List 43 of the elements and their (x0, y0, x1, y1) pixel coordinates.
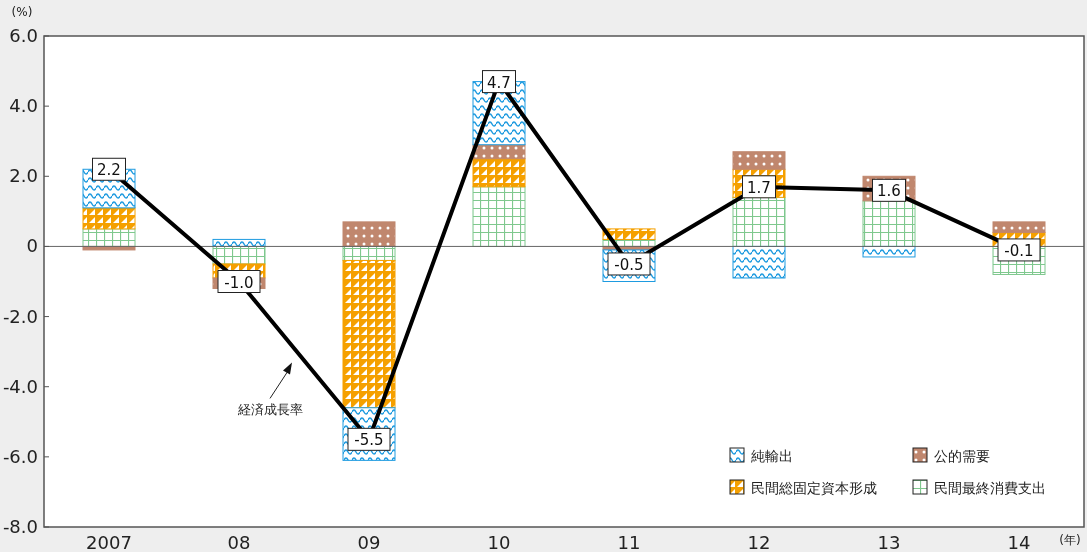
bar (472, 158, 526, 188)
legend-label: 公的需要 (934, 448, 990, 464)
bar (992, 221, 1046, 233)
y-tick-label: 2.0 (9, 165, 38, 187)
bar (82, 207, 136, 230)
x-tick-label: 12 (747, 532, 771, 552)
x-tick-label: 10 (487, 532, 511, 552)
bar (342, 259, 396, 409)
y-tick-label: -8.0 (2, 516, 38, 537)
x-tick-label: 13 (877, 532, 901, 552)
y-tick-label: 0 (26, 235, 38, 257)
y-tick-label: 4.0 (9, 95, 38, 117)
legend-label: 民間総固定資本形成 (751, 480, 877, 496)
x-tick-label: 08 (227, 532, 251, 552)
x-tick-label: 14 (1007, 532, 1031, 552)
legend-label: 純輸出 (751, 448, 793, 464)
x-axis-title: (年) (1059, 533, 1081, 547)
data-label: -1.0 (224, 273, 254, 292)
legend-label: 民間最終消費支出 (934, 480, 1046, 496)
data-label: -0.1 (1004, 241, 1034, 260)
y-tick-label: -4.0 (2, 375, 38, 397)
data-label: 4.7 (487, 73, 511, 92)
bar (732, 245, 786, 279)
bar (862, 200, 916, 247)
bar (472, 186, 526, 247)
bar (732, 151, 786, 170)
bar (732, 196, 786, 247)
x-tick-label: 09 (357, 532, 381, 552)
y-tick-label: -6.0 (2, 445, 38, 467)
y-axis-title: (%) (11, 5, 33, 19)
data-label: 2.2 (97, 161, 121, 180)
data-label: -0.5 (614, 255, 644, 274)
bar (862, 245, 916, 258)
x-tick-label: 2007 (86, 532, 132, 552)
data-label: 1.6 (877, 182, 901, 201)
data-label: 1.7 (747, 178, 771, 197)
text: 経済成長率 (236, 402, 303, 418)
bar (602, 228, 656, 240)
y-tick-label: 6.0 (9, 25, 38, 46)
y-tick-label: -2.0 (2, 305, 38, 327)
x-tick-label: 11 (617, 532, 641, 552)
data-label: -5.5 (354, 431, 384, 450)
bar (342, 221, 396, 247)
